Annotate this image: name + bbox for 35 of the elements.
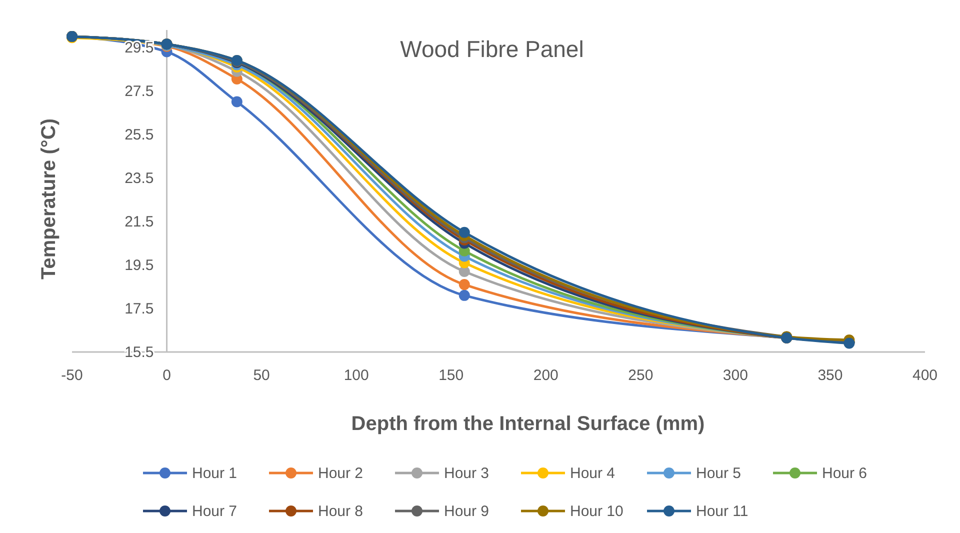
x-tick-label: 350 — [818, 367, 843, 384]
legend-label: Hour 10 — [570, 503, 624, 520]
legend-label: Hour 2 — [318, 465, 364, 482]
legend-label: Hour 3 — [444, 465, 490, 482]
x-tick-label: 200 — [533, 367, 558, 384]
point — [458, 290, 470, 301]
chart-title: Wood Fibre Panel — [400, 36, 584, 62]
y-tick-label: 21.5 — [124, 213, 154, 230]
y-axis-title: Temperature (°C) — [38, 118, 60, 280]
x-axis-title: Depth from the Internal Surface (mm) — [351, 413, 705, 435]
point — [458, 279, 470, 290]
y-tick-label: 25.5 — [124, 126, 154, 144]
y-tick-label: 19.5 — [124, 256, 154, 274]
point — [231, 96, 242, 108]
legend-label: Hour 11 — [696, 503, 748, 520]
y-tick-label: 27.5 — [124, 82, 154, 100]
x-tick-label: 300 — [722, 367, 748, 384]
legend-label: Hour 4 — [570, 465, 616, 482]
legend-label: Hour 6 — [822, 465, 868, 482]
x-tick-label: 0 — [162, 367, 171, 384]
legend-label: Hour 1 — [192, 465, 238, 482]
y-tick-label: 17.5 — [124, 300, 154, 318]
legend-label: Hour 8 — [318, 503, 364, 520]
y-tick-label: 15.5 — [124, 344, 154, 361]
x-tick-label: -50 — [61, 367, 83, 384]
x-tick-label: 100 — [344, 367, 369, 384]
y-tick-label: 23.5 — [124, 170, 154, 187]
legend-label: Hour 9 — [444, 503, 490, 520]
x-tick-label: 400 — [912, 367, 938, 384]
legend-label: Hour 5 — [696, 465, 742, 482]
point — [458, 226, 470, 238]
x-tick-label: 250 — [628, 367, 654, 384]
x-tick-label: 50 — [253, 367, 270, 384]
legend-label: Hour 7 — [192, 503, 238, 520]
x-tick-label: 150 — [438, 367, 464, 384]
